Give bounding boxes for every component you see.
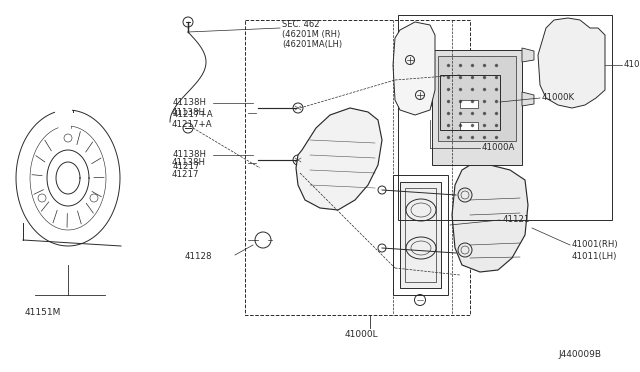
Polygon shape — [538, 18, 605, 108]
Text: 41001(RH): 41001(RH) — [572, 240, 619, 249]
Polygon shape — [393, 22, 435, 115]
Text: 41138H: 41138H — [172, 158, 206, 167]
Text: 41138H: 41138H — [173, 150, 207, 159]
Text: 41128: 41128 — [185, 252, 212, 261]
Bar — [440, 75, 500, 130]
Text: (46201MA(LH): (46201MA(LH) — [282, 40, 342, 49]
Bar — [393, 175, 448, 295]
Bar — [405, 188, 436, 282]
Text: 41217+A: 41217+A — [172, 120, 212, 129]
Text: 41217: 41217 — [172, 170, 200, 179]
Text: 41080K: 41080K — [624, 60, 640, 69]
Polygon shape — [522, 92, 534, 106]
Bar — [460, 100, 478, 108]
Polygon shape — [422, 92, 432, 106]
Bar — [400, 182, 441, 288]
Text: 41151M: 41151M — [25, 308, 61, 317]
Text: 41000K: 41000K — [542, 93, 575, 102]
Polygon shape — [522, 48, 534, 62]
Text: J440009B: J440009B — [558, 350, 601, 359]
Text: 41000L: 41000L — [345, 330, 379, 339]
Polygon shape — [296, 108, 382, 210]
Text: SEC. 462: SEC. 462 — [282, 20, 319, 29]
Bar — [245, 20, 470, 315]
Text: 41217: 41217 — [173, 162, 200, 171]
Text: 41000A: 41000A — [482, 143, 515, 152]
Polygon shape — [422, 48, 432, 62]
Text: 41011(LH): 41011(LH) — [572, 252, 618, 261]
Bar — [432, 50, 522, 165]
Text: 41121: 41121 — [503, 215, 531, 224]
Bar — [460, 122, 478, 130]
Bar — [438, 56, 516, 141]
Polygon shape — [452, 162, 528, 272]
Text: (46201M (RH): (46201M (RH) — [282, 30, 340, 39]
Text: 41217+A: 41217+A — [173, 110, 214, 119]
Bar — [398, 15, 612, 220]
Text: 41138H: 41138H — [173, 98, 207, 107]
Text: 41138H: 41138H — [172, 108, 206, 117]
